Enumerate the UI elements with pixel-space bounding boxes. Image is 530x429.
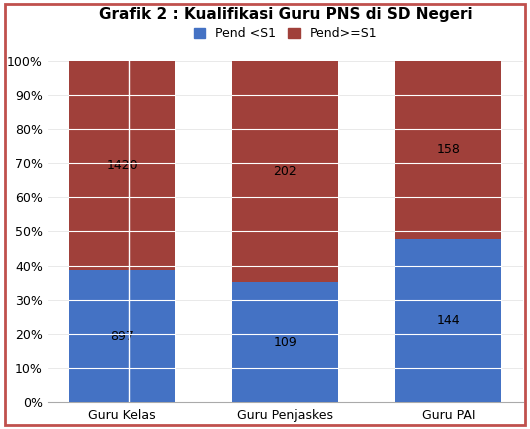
Bar xyxy=(395,60,501,239)
Bar xyxy=(69,270,175,402)
Title: Grafik 2 : Kualifikasi Guru PNS di SD Negeri: Grafik 2 : Kualifikasi Guru PNS di SD Ne… xyxy=(99,7,472,22)
Legend: Pend <S1, Pend>=S1: Pend <S1, Pend>=S1 xyxy=(189,22,382,45)
Text: 109: 109 xyxy=(273,336,297,349)
Bar xyxy=(232,282,338,402)
Bar xyxy=(395,239,501,402)
Bar xyxy=(232,60,338,282)
Text: 144: 144 xyxy=(437,314,460,327)
Text: 158: 158 xyxy=(437,143,461,157)
Text: 202: 202 xyxy=(273,165,297,178)
Text: 897: 897 xyxy=(110,329,134,342)
Bar xyxy=(69,60,175,270)
Text: 1420: 1420 xyxy=(107,159,138,172)
